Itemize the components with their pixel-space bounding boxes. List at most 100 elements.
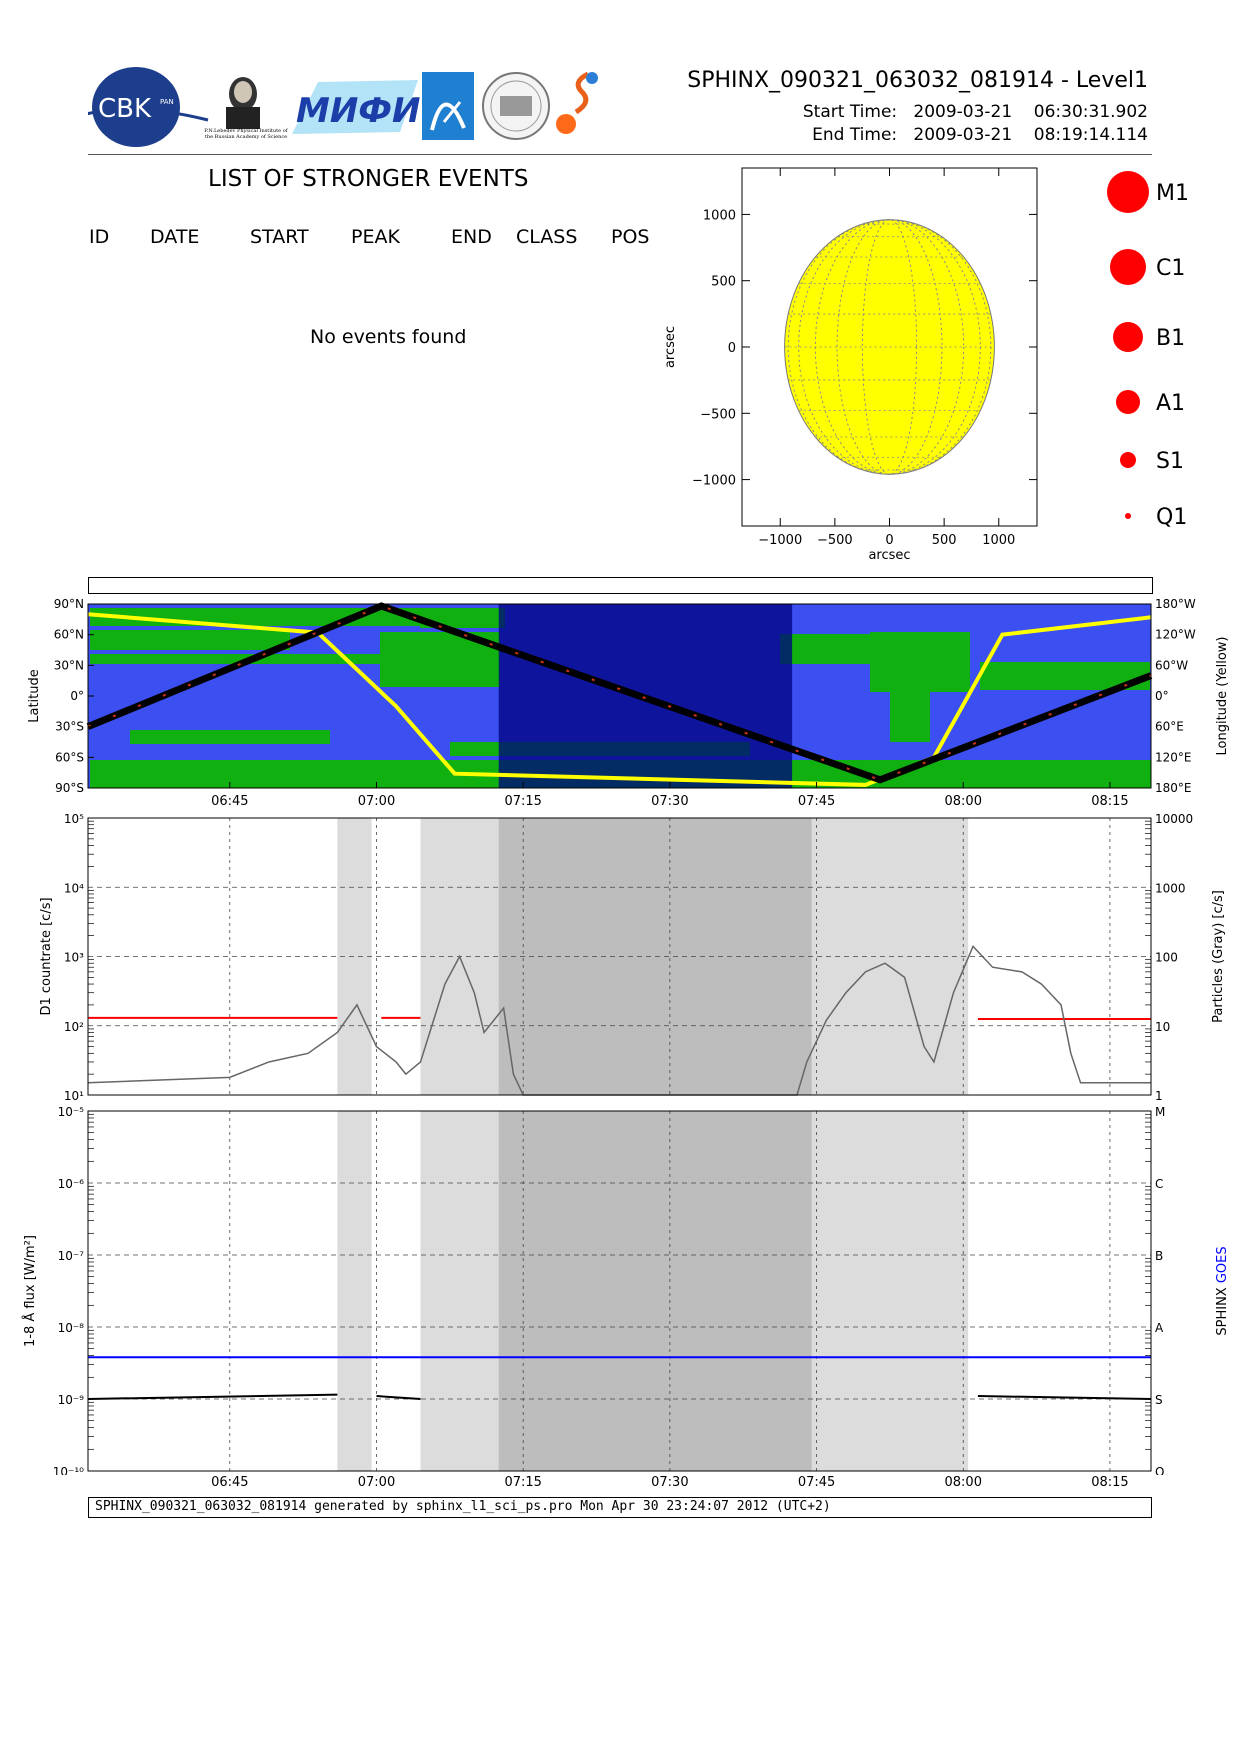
flux-shade-light bbox=[337, 1111, 372, 1471]
goes-flux-chart: 10⁻¹⁰ 10⁻⁹ 10⁻⁸ 10⁻⁷ 10⁻⁶ 10⁻⁵ Q S A B C M 1-8 Å flu… bbox=[22, 1105, 1230, 1475]
end-time-row: End Time: 2009-03-21 08:19:14.114 bbox=[812, 125, 1148, 145]
lebedev-logo: P.N.Lebedev Physical Institute of the Ru… bbox=[204, 77, 288, 140]
orbit-x-tick-label: 06:45 bbox=[211, 794, 248, 809]
disk-meridian-line bbox=[787, 219, 992, 475]
legend-marker-s1 bbox=[1120, 452, 1136, 468]
orbit-y-tick-label-right: 60°W bbox=[1155, 658, 1188, 672]
file-title: SPHINX_090321_063032_081914 - Level1 bbox=[687, 68, 1148, 93]
events-col-date: DATE bbox=[150, 226, 200, 248]
orbit-x-tick-label: 07:00 bbox=[358, 794, 395, 809]
disk-meridian-line bbox=[861, 219, 918, 475]
flux-y-tick-label: 10⁻⁶ bbox=[58, 1177, 85, 1191]
end-date: 2009-03-21 bbox=[913, 125, 1013, 145]
flux-series-sphinx bbox=[376, 1395, 421, 1400]
institute-logo bbox=[422, 72, 474, 140]
d1-y-axis-label: D1 countrate [c/s] bbox=[39, 897, 54, 1015]
d1-countrate-chart: 10¹ 10² 10³ 10⁴ 10⁵ 1 10 100 1000 10000 D1 countra… bbox=[39, 812, 1226, 1100]
orbit-y-tick-label: 0° bbox=[70, 689, 84, 703]
flux-x-tick-label: 07:45 bbox=[797, 1475, 836, 1490]
disk-x-tick-label: 0 bbox=[885, 533, 893, 548]
orbit-land bbox=[90, 630, 290, 650]
orbit-x-tick-label: 08:00 bbox=[945, 794, 982, 809]
orbit-x-tick-label: 08:15 bbox=[1091, 794, 1128, 809]
orbit-x-tick-label: 07:45 bbox=[798, 794, 835, 809]
disk-meridian-line bbox=[836, 219, 943, 475]
orbit-map-chart: 90°N 180°W 60°N 120°W 30°N 60°W 0° 0° 30°S 60°E 60… bbox=[27, 597, 1230, 809]
orbit-y-tick-label-right: 180°E bbox=[1155, 781, 1192, 795]
d1-y-tick-label-right: 1 bbox=[1155, 1089, 1163, 1100]
legend-label-c1: C1 bbox=[1156, 256, 1185, 281]
disk-x-tick-label: −1000 bbox=[758, 533, 802, 548]
flux-x-tick-label: 07:00 bbox=[357, 1475, 396, 1490]
d1-y-tick-label: 10⁵ bbox=[64, 812, 84, 826]
orbit-y-tick-label-right: 120°E bbox=[1155, 750, 1192, 764]
d1-y-tick-label: 10¹ bbox=[64, 1089, 84, 1100]
flux-shade-dark bbox=[498, 1111, 812, 1471]
flux-y-tick-label: 10⁻⁹ bbox=[58, 1393, 85, 1407]
legend-marker-m1 bbox=[1107, 171, 1149, 213]
cbk-logo: CBK PAN bbox=[85, 67, 209, 147]
cbk-logo-small-text: PAN bbox=[160, 98, 174, 106]
disk-y-tick-label: −500 bbox=[700, 407, 736, 422]
orbit-y-tick-label-right: 0° bbox=[1155, 689, 1169, 703]
flux-y-tick-label: 10⁻⁸ bbox=[58, 1321, 85, 1335]
disk-x-tick-label: −500 bbox=[817, 533, 853, 548]
events-col-id: ID bbox=[89, 226, 110, 248]
start-time: 06:30:31.902 bbox=[1033, 102, 1148, 122]
d1-y-tick-label: 10³ bbox=[64, 951, 84, 965]
disk-meridian-line bbox=[814, 219, 965, 475]
longitude-track bbox=[87, 612, 1152, 787]
orbit-land bbox=[890, 682, 930, 742]
orbit-x-tick-label: 07:30 bbox=[651, 794, 688, 809]
orbit-y-tick-label-right: 120°W bbox=[1155, 628, 1196, 642]
logo-strip: CBK PAN P.N.Lebedev Physical Institute o… bbox=[85, 62, 628, 152]
disk-x-tick-label: 500 bbox=[932, 533, 957, 548]
seal-logo bbox=[482, 72, 550, 140]
events-col-end: END bbox=[451, 226, 492, 248]
start-time-label: Start Time: bbox=[802, 102, 898, 122]
orbit-y-tick-label: 90°N bbox=[54, 597, 84, 611]
flux-legend-sphinx: SPHINX bbox=[1215, 1283, 1230, 1335]
flux-y-tick-label-right: B bbox=[1155, 1249, 1163, 1263]
legend-label-q1: Q1 bbox=[1156, 505, 1187, 530]
solar-disk-chart: −1000 −500 0 500 1000 −1000 −500 0 500 1000 arcsec… bbox=[663, 167, 1038, 560]
orbit-y-tick-label-right: 60°E bbox=[1155, 720, 1184, 734]
flux-frame bbox=[87, 1110, 1152, 1472]
disk-x-tick-label: 1000 bbox=[982, 533, 1015, 548]
events-col-peak: PEAK bbox=[351, 226, 400, 248]
header-divider bbox=[88, 154, 1152, 155]
sun-logo bbox=[556, 71, 598, 134]
flux-series-sphinx bbox=[87, 1393, 338, 1400]
events-col-class: CLASS bbox=[516, 226, 578, 248]
orbit-y-tick-label: 90°S bbox=[55, 781, 84, 795]
mifi-logo: МИФИ bbox=[292, 80, 420, 134]
orbit-y-tick-label: 60°N bbox=[54, 628, 84, 642]
legend-marker-c1 bbox=[1110, 249, 1146, 285]
legend-marker-a1 bbox=[1116, 390, 1140, 414]
events-empty-message: No events found bbox=[310, 326, 467, 348]
footer-text: SPHINX_090321_063032_081914 generated by… bbox=[95, 1499, 831, 1514]
legend-label-b1: B1 bbox=[1156, 326, 1185, 351]
orbit-y-tick-label: 60°S bbox=[55, 750, 84, 764]
d1-frame bbox=[87, 817, 1152, 1096]
orbit-y-tick-label: 30°S bbox=[55, 720, 84, 734]
disk-meridian-line bbox=[798, 219, 981, 475]
disk-y-tick-label: 500 bbox=[711, 275, 736, 290]
orbit-land bbox=[130, 730, 330, 744]
legend-label-m1: M1 bbox=[1156, 181, 1189, 206]
flux-x-tick-label: 08:15 bbox=[1091, 1475, 1129, 1490]
orbit-y-axis-label-right: Longitude (Yellow) bbox=[1215, 637, 1230, 756]
d1-y-axis-label-right: Particles (Gray) [c/s] bbox=[1211, 890, 1226, 1023]
d1-y-tick-label-right: 1000 bbox=[1155, 881, 1186, 895]
flux-series-sphinx bbox=[977, 1395, 1152, 1400]
legend-marker-q1 bbox=[1125, 513, 1131, 519]
end-time-label: End Time: bbox=[812, 125, 898, 145]
flare-class-legend: M1 C1 B1 A1 S1 Q1 bbox=[1107, 171, 1189, 530]
events-title: LIST OF STRONGER EVENTS bbox=[208, 166, 529, 192]
logos-svg: CBK PAN P.N.Lebedev Physical Institute o… bbox=[85, 67, 598, 147]
flux-y-tick-label-right: M bbox=[1155, 1105, 1165, 1119]
cbk-logo-text: CBK bbox=[98, 94, 152, 124]
events-col-start: START bbox=[250, 226, 309, 248]
disk-y-axis-label: arcsec bbox=[663, 326, 678, 368]
d1-y-tick-label: 10² bbox=[64, 1020, 84, 1034]
